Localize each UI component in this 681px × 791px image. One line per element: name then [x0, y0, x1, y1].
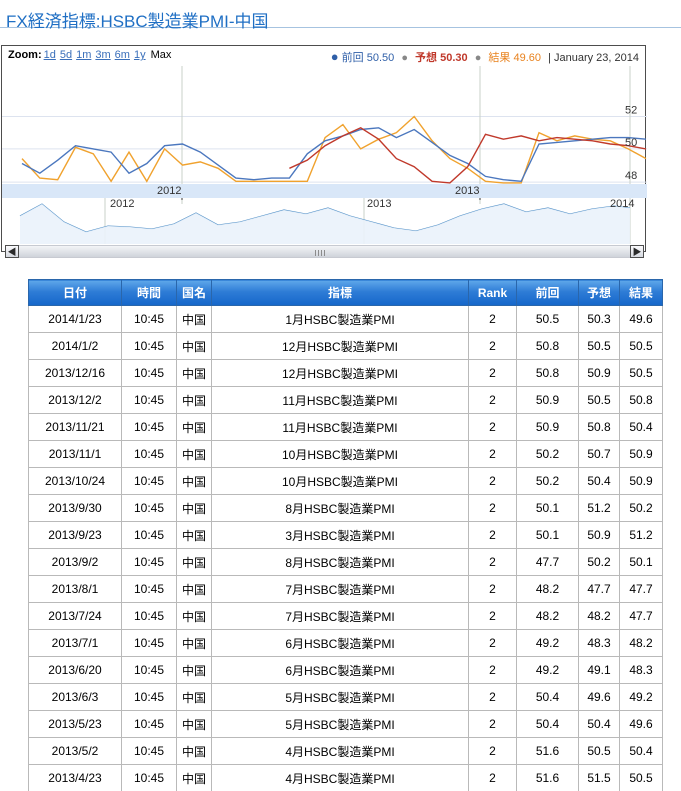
svg-text:48: 48 — [625, 170, 637, 182]
svg-text:50: 50 — [625, 137, 637, 149]
svg-text:52: 52 — [625, 105, 637, 117]
